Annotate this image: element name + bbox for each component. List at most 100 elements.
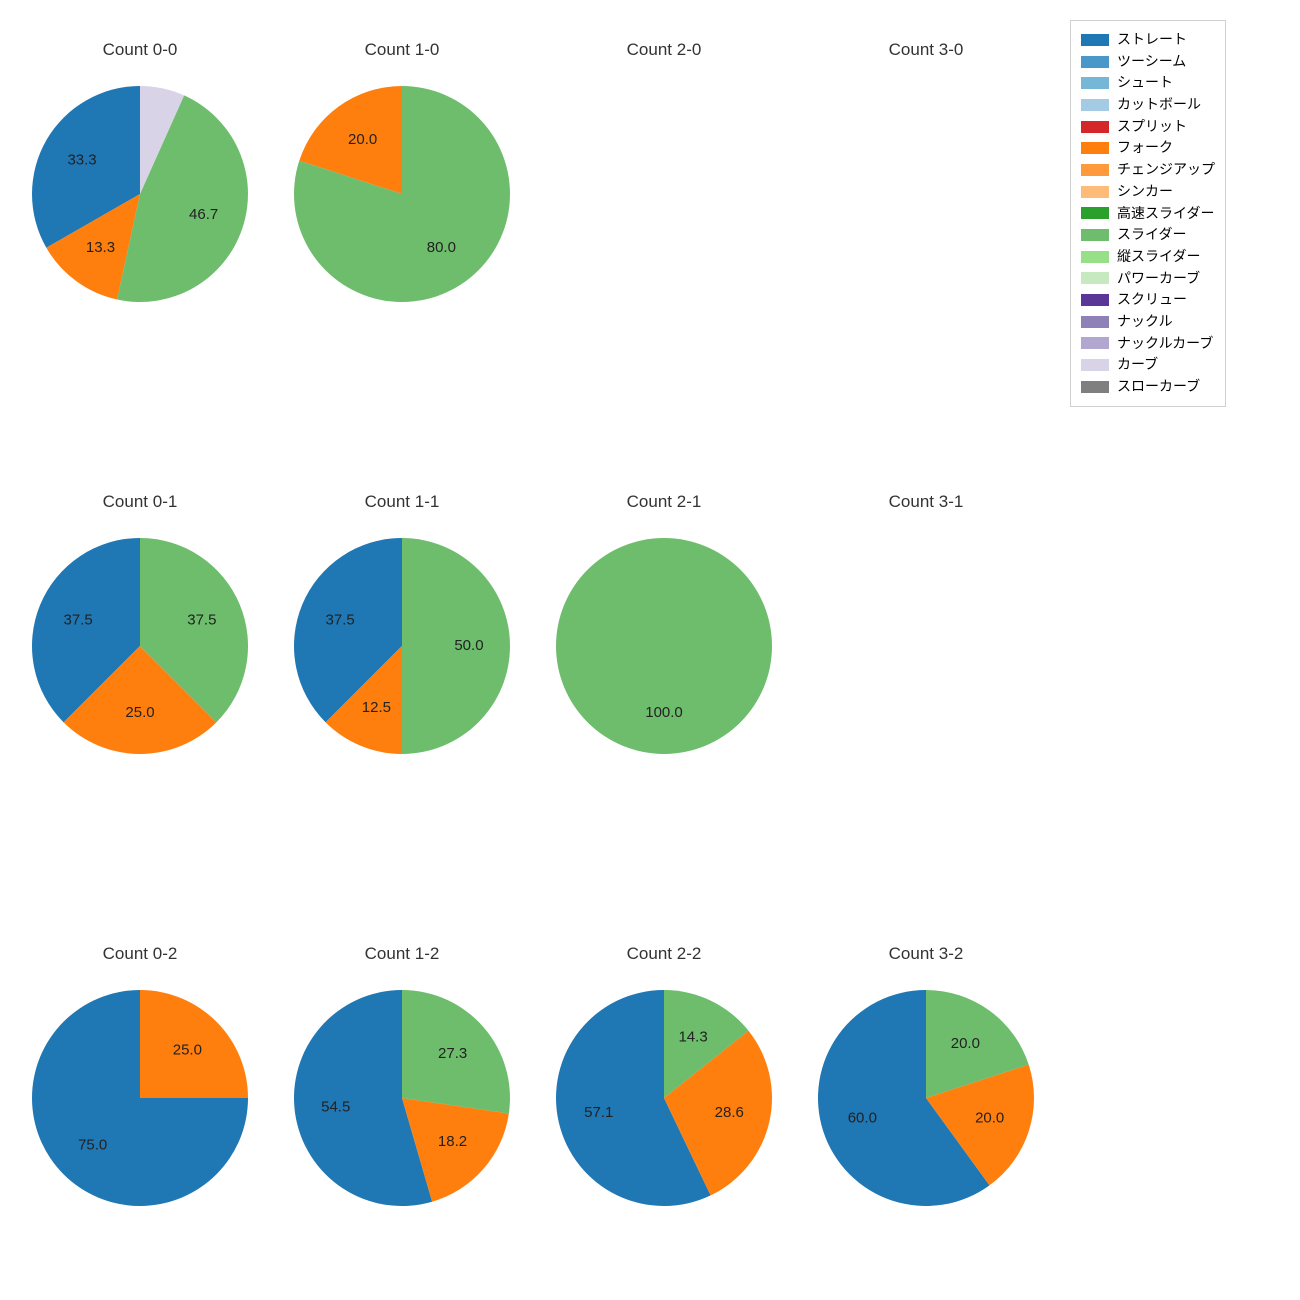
chart-cell: Count 1-137.512.550.0 (272, 492, 532, 792)
pie-slice-label: 18.2 (438, 1133, 467, 1150)
pie-chart (554, 84, 774, 304)
legend-label: スライダー (1117, 224, 1186, 246)
chart-cell: Count 2-1 100.0 (534, 492, 794, 792)
pie-chart: 37.525.037.5 (30, 536, 250, 756)
legend-row: スローカーブ (1081, 376, 1215, 398)
legend-swatch (1081, 164, 1109, 176)
legend-row: スクリュー (1081, 289, 1215, 311)
pie-slice-label: 100.0 (645, 704, 683, 721)
pie-slice-label: 25.0 (125, 704, 154, 721)
legend-row: シンカー (1081, 181, 1215, 203)
pie-wrap: 60.0 20.0 20.0 (816, 988, 1036, 1208)
pie-wrap: 33.313.346.7 (30, 84, 250, 304)
pie-wrap (554, 84, 774, 304)
pie-slice-label: 27.3 (438, 1045, 467, 1062)
pie-wrap: 37.525.037.5 (30, 536, 250, 756)
pie-chart: 57.1 28.6 14.3 (554, 988, 774, 1208)
legend-label: ナックル (1117, 311, 1173, 333)
legend-swatch (1081, 99, 1109, 111)
chart-title: Count 1-0 (272, 40, 532, 60)
pie-slice-label: 46.7 (189, 206, 218, 223)
pie-chart: 54.5 18.2 27.3 (292, 988, 512, 1208)
pie-wrap: 20.0 80.0 (292, 84, 512, 304)
legend-row: 縦スライダー (1081, 246, 1215, 268)
pie-chart (816, 536, 1036, 756)
legend-label: シュート (1117, 72, 1173, 94)
chart-cell: Count 0-2 75.0 25.0 (10, 944, 270, 1244)
legend-swatch (1081, 381, 1109, 393)
pie-slice-label: 50.0 (454, 637, 483, 654)
legend-label: ツーシーム (1117, 51, 1186, 73)
legend-row: パワーカーブ (1081, 268, 1215, 290)
pie-slice-label: 60.0 (848, 1110, 877, 1127)
chart-title: Count 1-2 (272, 944, 532, 964)
legend-label: ストレート (1117, 29, 1187, 51)
legend-row: フォーク (1081, 137, 1215, 159)
pie-slice-label: 14.3 (678, 1029, 707, 1046)
pie-slice-label: 28.6 (715, 1104, 744, 1121)
legend-label: 縦スライダー (1117, 246, 1200, 268)
legend-row: シュート (1081, 72, 1215, 94)
legend-row: ナックルカーブ (1081, 333, 1215, 355)
chart-title: Count 2-2 (534, 944, 794, 964)
pie-slice-label: 25.0 (173, 1042, 202, 1059)
legend-label: カットボール (1117, 94, 1201, 116)
chart-cell: Count 3-1 (796, 492, 1056, 792)
pie-wrap: 75.0 25.0 (30, 988, 250, 1208)
pie-chart: 100.0 (554, 536, 774, 756)
legend-label: カーブ (1117, 354, 1158, 376)
legend-swatch (1081, 229, 1109, 241)
legend-row: ツーシーム (1081, 51, 1215, 73)
chart-canvas: Count 0-033.313.346.7Count 1-020.080.0Co… (0, 0, 1300, 1300)
chart-cell: Count 2-2 57.1 28.6 14.3 (534, 944, 794, 1244)
pie-slice (556, 538, 772, 754)
legend-swatch (1081, 56, 1109, 68)
chart-title: Count 0-2 (10, 944, 270, 964)
chart-title: Count 0-1 (10, 492, 270, 512)
legend-swatch (1081, 186, 1109, 198)
pie-chart (816, 84, 1036, 304)
legend-label: スローカーブ (1117, 376, 1200, 398)
pie-slice-label: 80.0 (427, 239, 456, 256)
chart-cell: Count 0-033.313.346.7 (10, 40, 270, 340)
legend-swatch (1081, 77, 1109, 89)
pie-slice-label: 54.5 (321, 1098, 350, 1115)
chart-cell: Count 1-2 54.5 18.2 27.3 (272, 944, 532, 1244)
pie-chart: 37.5 12.5 50.0 (292, 536, 512, 756)
pie-slice-label: 20.0 (348, 131, 377, 148)
pie-chart: 20.0 80.0 (292, 84, 512, 304)
legend-label: シンカー (1117, 181, 1173, 203)
legend-label: パワーカーブ (1117, 268, 1200, 290)
legend-row: ストレート (1081, 29, 1215, 51)
chart-cell: Count 3-0 (796, 40, 1056, 340)
legend-label: チェンジアップ (1117, 159, 1215, 181)
pie-slice-label: 75.0 (78, 1136, 107, 1153)
chart-title: Count 2-1 (534, 492, 794, 512)
pie-wrap (816, 84, 1036, 304)
chart-cell: Count 1-0 20.0 80.0 (272, 40, 532, 340)
legend-swatch (1081, 272, 1109, 284)
pie-wrap (816, 536, 1036, 756)
pie-wrap: 37.5 12.5 50.0 (292, 536, 512, 756)
pie-slice-label: 12.5 (362, 699, 391, 716)
legend-label: 高速スライダー (1117, 203, 1214, 225)
pie-slice-label: 57.1 (584, 1104, 613, 1121)
pie-slice-label: 37.5 (326, 611, 355, 628)
legend: ストレートツーシームシュートカットボールスプリットフォークチェンジアップシンカー… (1070, 20, 1226, 407)
legend-swatch (1081, 337, 1109, 349)
legend-swatch (1081, 316, 1109, 328)
chart-cell: Count 3-260.020.020.0 (796, 944, 1056, 1244)
pie-slice-label: 20.0 (951, 1035, 980, 1052)
pie-slice-label: 20.0 (975, 1110, 1004, 1127)
legend-label: スクリュー (1117, 289, 1187, 311)
legend-label: ナックルカーブ (1117, 333, 1213, 355)
chart-title: Count 3-1 (796, 492, 1056, 512)
pie-chart: 33.313.346.7 (30, 84, 250, 304)
legend-swatch (1081, 251, 1109, 263)
legend-row: カーブ (1081, 354, 1215, 376)
pie-chart: 60.0 20.0 20.0 (816, 988, 1036, 1208)
legend-row: カットボール (1081, 94, 1215, 116)
legend-swatch (1081, 121, 1109, 133)
chart-title: Count 2-0 (534, 40, 794, 60)
legend-swatch (1081, 359, 1109, 371)
